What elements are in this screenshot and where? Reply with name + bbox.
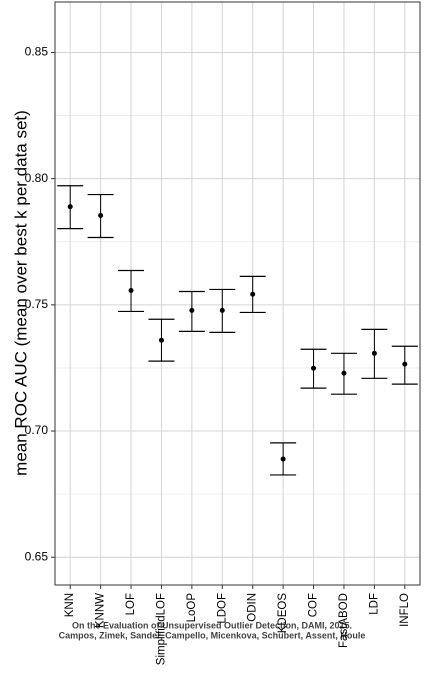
x-tick-label: KNNW (95, 593, 107, 628)
y-tick-label: 0.85 (25, 45, 49, 59)
x-tick-label: FastABOD (338, 593, 350, 648)
x-tick-label: COF (308, 593, 320, 617)
point (219, 307, 225, 313)
x-tick-label: ODIN (247, 593, 259, 622)
x-tick-label: LOF (125, 593, 137, 615)
x-tick-label: LDOF (216, 593, 228, 624)
y-tick-label: 0.65 (25, 549, 49, 563)
point (311, 365, 317, 371)
watermark: Campos, Zimek, Sander, Campello, Micenko… (59, 630, 366, 640)
plot-background (55, 2, 420, 585)
y-axis-label: mean ROC AUC (mean over best k per data … (11, 110, 30, 476)
watermark: On the Evaluation of Unsupervised Outlie… (72, 620, 352, 630)
point (67, 204, 73, 210)
y-tick-label: 0.75 (25, 297, 49, 311)
point (189, 307, 195, 313)
point (341, 370, 347, 376)
point (128, 287, 134, 293)
point (402, 361, 408, 367)
point (250, 291, 256, 297)
x-tick-label: INFLO (399, 593, 411, 627)
point (98, 213, 104, 219)
y-tick-label: 0.70 (25, 423, 49, 437)
y-tick-label: 0.80 (25, 171, 49, 185)
x-tick-label: SimplifiedLOF (155, 593, 167, 665)
x-tick-label: LoOP (186, 593, 198, 623)
point (371, 350, 377, 356)
x-tick-label: LDF (368, 593, 380, 615)
x-tick-label: KDEOS (277, 593, 289, 634)
point (280, 456, 286, 462)
point (158, 337, 164, 343)
x-tick-label: KNN (64, 593, 76, 617)
plot-border (54, 1, 421, 586)
